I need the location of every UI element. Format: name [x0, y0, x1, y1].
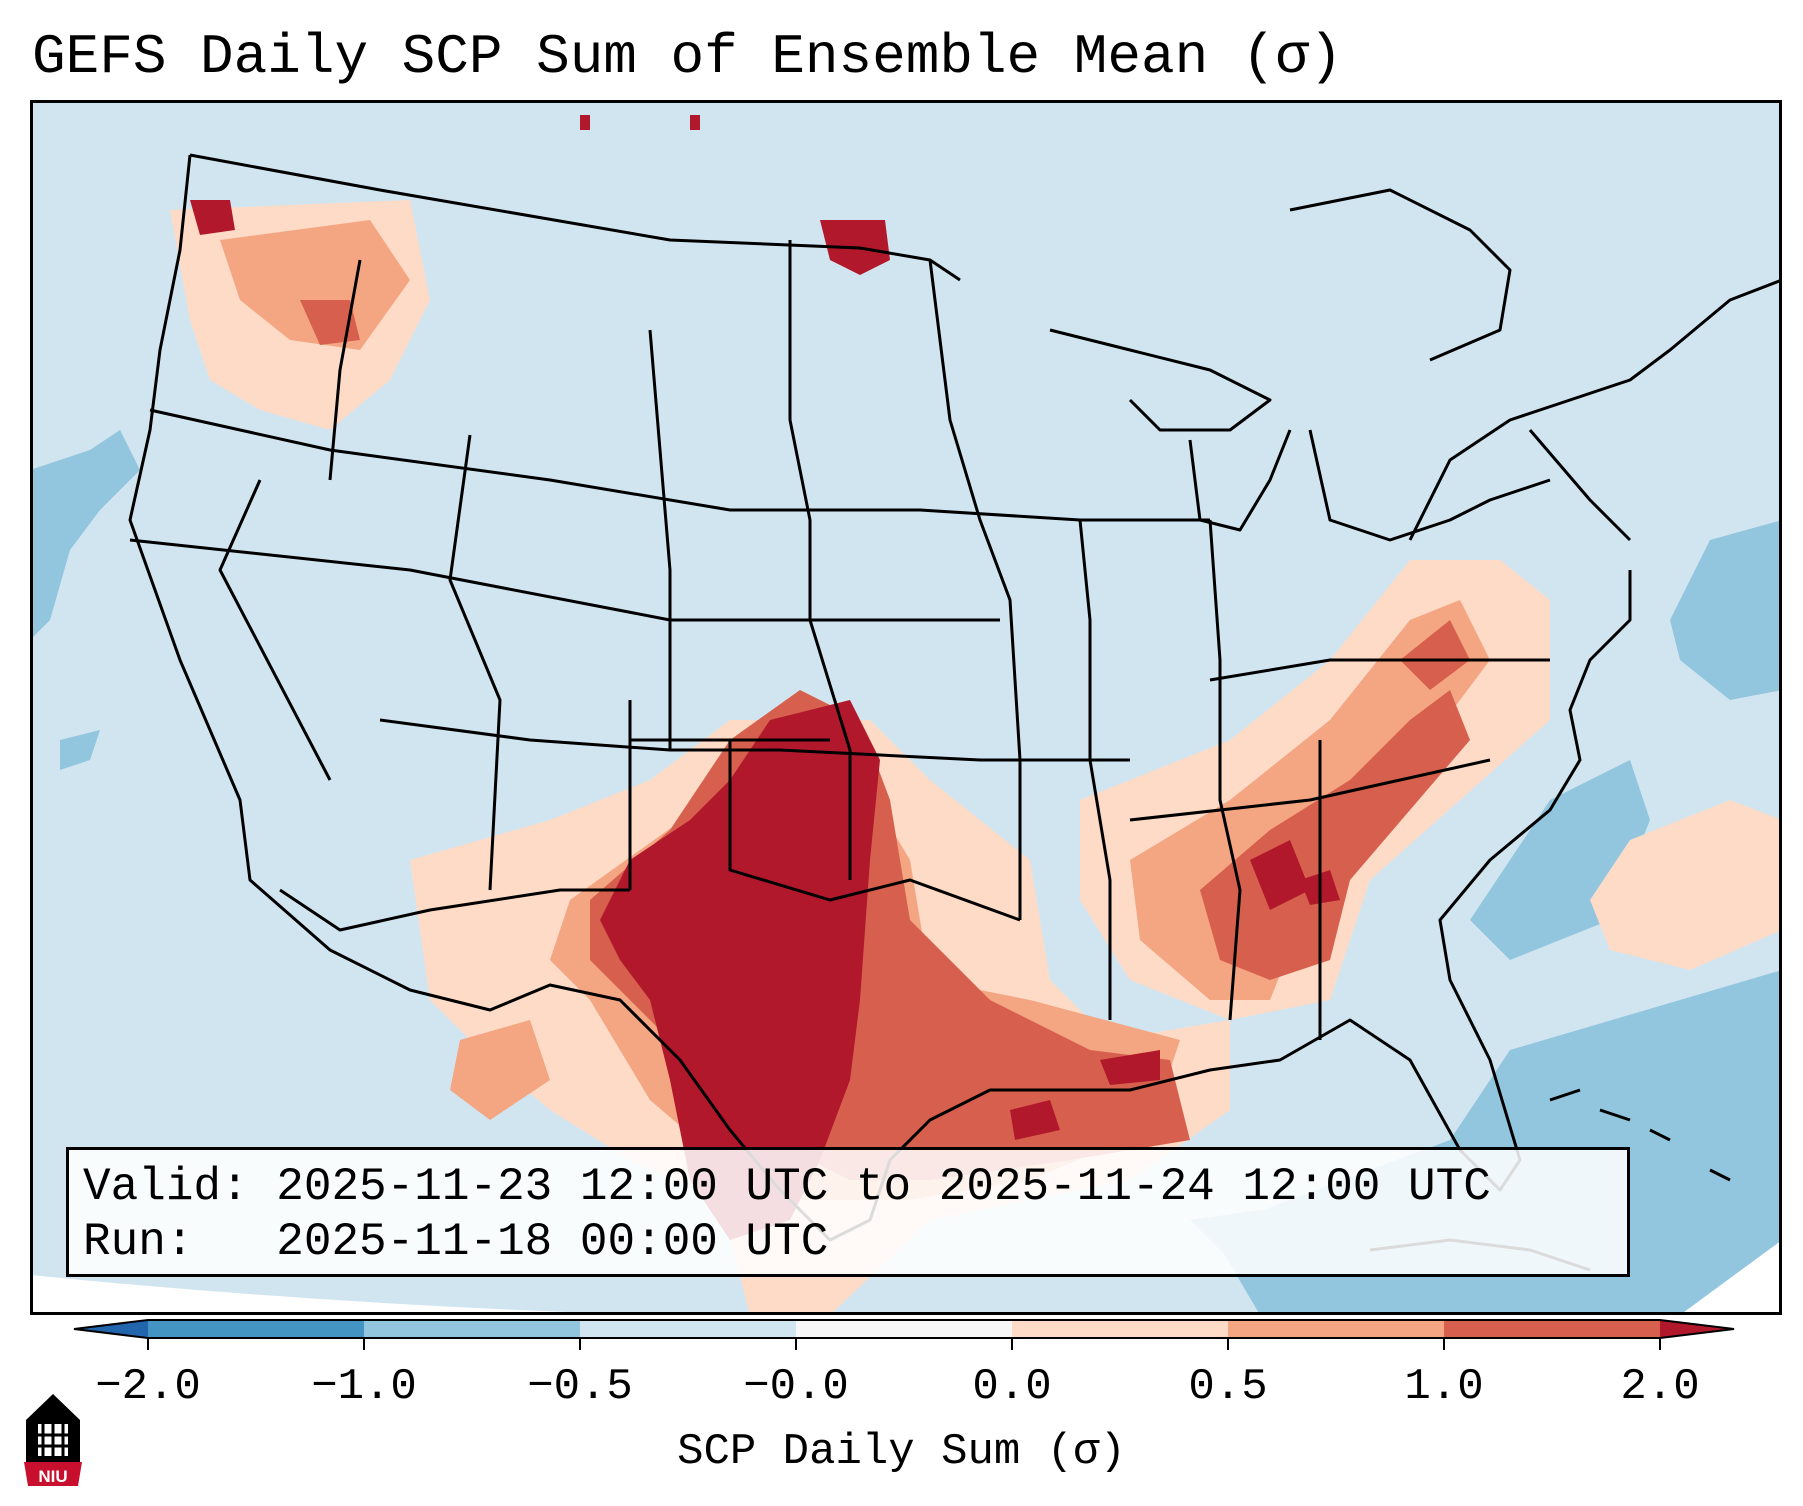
- anomaly-speck-2: [690, 115, 700, 130]
- colorbar-ticks: [147, 1338, 1661, 1350]
- chart-title: GEFS Daily SCP Sum of Ensemble Mean (σ): [32, 25, 1343, 89]
- colorbar-bins: [73, 1319, 1735, 1339]
- great-lakes: [1049, 328, 1551, 542]
- colorbar-bin: [796, 1320, 1013, 1338]
- logo-window-grid: [38, 1424, 68, 1456]
- anomaly-la-extreme: [1100, 1050, 1160, 1085]
- colorbar-tick-label: −1.0: [311, 1362, 417, 1412]
- eastern-state-lines: [1078, 519, 1322, 1040]
- anomaly-east-strong: [1200, 690, 1470, 980]
- ohio-tn-lines: [1129, 658, 1550, 822]
- anomaly-speck-1: [580, 115, 590, 130]
- anomaly-bc-extreme: [190, 200, 235, 235]
- anomaly-pacific-1: [30, 430, 140, 640]
- colorbar-bin: [1012, 1320, 1229, 1338]
- colorbar-tick-label: 0.0: [972, 1362, 1052, 1412]
- colorbar-tick-label: −0.5: [527, 1362, 633, 1412]
- colorbar-label: SCP Daily Sum (σ): [677, 1427, 1126, 1477]
- state-boundaries: [128, 153, 1782, 1242]
- colorbar-bin: [1444, 1320, 1661, 1338]
- map-svg: [30, 100, 1782, 1315]
- anomaly-sw-medium: [450, 1020, 550, 1120]
- anomaly-atlantic-light: [1590, 800, 1782, 970]
- texas-ok-lines: [628, 700, 1021, 922]
- western-state-lines: [218, 259, 672, 891]
- anomaly-sabine-extreme: [1010, 1100, 1060, 1140]
- colorbar-tick-label: 2.0: [1620, 1362, 1700, 1412]
- state-line-south: [279, 888, 630, 932]
- colorbar-tick-label: 1.0: [1404, 1362, 1484, 1412]
- canada-border: [189, 153, 961, 282]
- colorbar-bin: [364, 1320, 581, 1338]
- anomaly-pacific-2: [60, 730, 100, 770]
- colorbar-tick-label: 0.5: [1188, 1362, 1268, 1412]
- anomaly-texas-extreme: [600, 700, 880, 1240]
- state-line-mid-2: [379, 718, 1130, 762]
- map-frame: [30, 100, 1782, 1315]
- bahamas-outline: [1549, 1088, 1731, 1182]
- projection-edge-left: [30, 1275, 650, 1315]
- colorbar-tick-label: −2.0: [95, 1362, 201, 1412]
- coastline-south-west: [128, 154, 1632, 1242]
- colorbar-extend-low: [74, 1320, 148, 1338]
- valid-run-info-box: Valid: 2025-11-23 12:00 UTC to 2025-11-2…: [66, 1147, 1630, 1277]
- map-border: [30, 100, 1782, 1315]
- hudson-shore: [1289, 188, 1512, 362]
- logo-banner: [24, 1462, 82, 1486]
- colorbar-bin: [580, 1320, 797, 1338]
- logo-text: NIU: [38, 1467, 67, 1486]
- colorbar: [73, 1319, 1735, 1350]
- run-time-text: Run: 2025-11-18 00:00 UTC: [83, 1216, 829, 1268]
- anomaly-tn-extreme: [1250, 840, 1310, 910]
- colorbar-bin: [1228, 1320, 1445, 1338]
- anomaly-atlantic-1: [1670, 520, 1782, 700]
- valid-time-text: Valid: 2025-11-23 12:00 UTC to 2025-11-2…: [83, 1161, 1491, 1213]
- colorbar-extend-high: [1660, 1320, 1734, 1338]
- anomaly-pa-strong: [1400, 620, 1470, 690]
- anomaly-pnw-medium: [220, 220, 410, 350]
- anomaly-pnw-strong: [300, 300, 360, 345]
- plains-state-lines: [788, 240, 1022, 920]
- northeast-lines: [1408, 278, 1782, 542]
- niu-logo: NIU: [24, 1394, 82, 1486]
- colorbar-bin: [148, 1320, 365, 1338]
- colorbar-tick-label: −0.0: [743, 1362, 849, 1412]
